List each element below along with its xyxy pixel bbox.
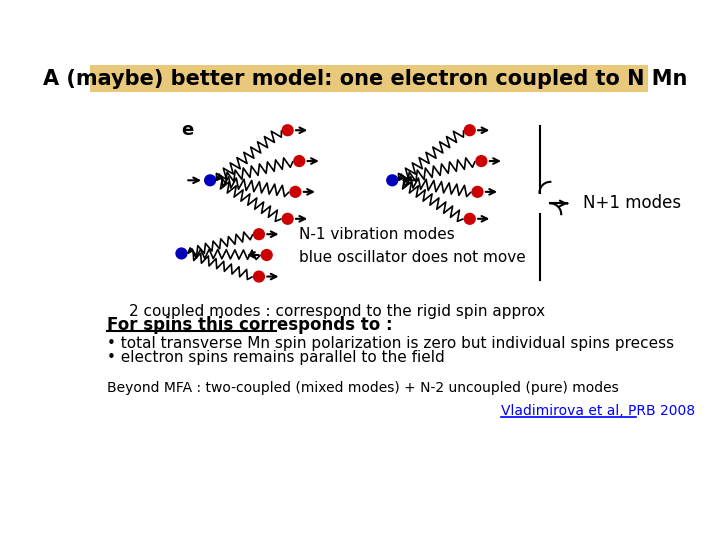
Text: N+1 modes: N+1 modes xyxy=(583,194,681,212)
Circle shape xyxy=(282,213,293,224)
Circle shape xyxy=(253,271,264,282)
Circle shape xyxy=(290,186,301,197)
Circle shape xyxy=(176,248,187,259)
Text: • total transverse Mn spin polarization is zero but individual spins precess: • total transverse Mn spin polarization … xyxy=(107,336,674,351)
Text: • electron spins remains parallel to the field: • electron spins remains parallel to the… xyxy=(107,350,445,365)
Circle shape xyxy=(464,213,475,224)
Text: Beyond MFA : two-coupled (mixed modes) + N-2 uncoupled (pure) modes: Beyond MFA : two-coupled (mixed modes) +… xyxy=(107,381,618,395)
FancyBboxPatch shape xyxy=(90,65,648,92)
Circle shape xyxy=(204,175,215,186)
Text: For spins this corresponds to :: For spins this corresponds to : xyxy=(107,316,392,334)
Text: 2 coupled modes : correspond to the rigid spin approx: 2 coupled modes : correspond to the rigi… xyxy=(129,303,545,319)
Circle shape xyxy=(464,125,475,136)
Circle shape xyxy=(294,156,305,166)
Circle shape xyxy=(387,175,397,186)
Text: e: e xyxy=(181,122,194,139)
Text: blue oscillator does not move: blue oscillator does not move xyxy=(300,250,526,265)
Circle shape xyxy=(472,186,483,197)
Circle shape xyxy=(261,249,272,260)
Circle shape xyxy=(282,125,293,136)
Circle shape xyxy=(253,229,264,240)
Circle shape xyxy=(476,156,487,166)
Text: N-1 vibration modes: N-1 vibration modes xyxy=(300,227,455,242)
Text: Vladimirova et al, PRB 2008: Vladimirova et al, PRB 2008 xyxy=(500,404,695,418)
Text: A (maybe) better model: one electron coupled to N Mn: A (maybe) better model: one electron cou… xyxy=(43,69,688,89)
